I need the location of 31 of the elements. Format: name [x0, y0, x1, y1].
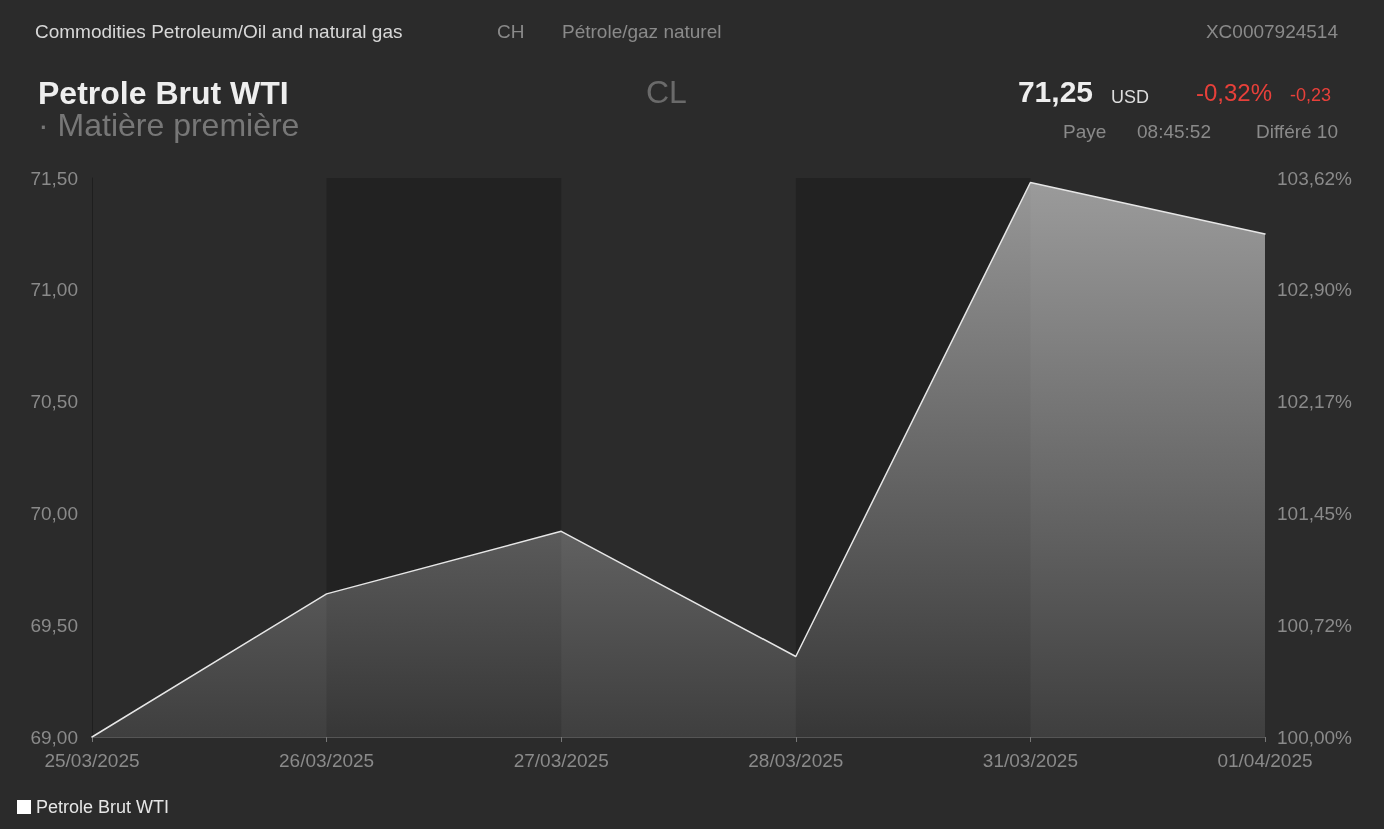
x-tick-label: 28/03/2025	[748, 750, 844, 771]
x-tick-label: 27/03/2025	[513, 750, 609, 771]
text: Pétrole/gaz naturel	[562, 21, 722, 42]
text: Différé 10	[1255, 121, 1338, 142]
y2-tick-label: 102,17%	[1277, 391, 1353, 413]
text: -0,23	[1290, 85, 1332, 105]
y2-tick-label: 102,90%	[1277, 278, 1353, 300]
text: CH	[497, 21, 525, 42]
text: Commodities Petroleum/Oil and natural gas	[35, 21, 403, 42]
x-tick-label: 01/04/2025	[1217, 750, 1313, 771]
text: Paye	[1063, 121, 1107, 142]
x-tick-label: 25/03/2025	[44, 750, 140, 771]
y2-tick-label: 101,45%	[1277, 502, 1353, 524]
legend-label: Petrole Brut WTI	[36, 797, 170, 817]
y-tick-label: 71,50	[30, 167, 78, 189]
y2-tick-label: 100,72%	[1277, 615, 1353, 637]
x-tick-label: 26/03/2025	[279, 750, 375, 771]
text: 08:45:52	[1137, 121, 1211, 142]
text: -0,32%	[1195, 78, 1272, 106]
text: XC0007924514	[1205, 21, 1339, 42]
y2-tick-label: 100,00%	[1277, 726, 1353, 748]
x-tick-label: 31/03/2025	[982, 750, 1078, 771]
y-tick-label: 70,50	[30, 391, 78, 413]
y-tick-label: 69,00	[30, 726, 78, 748]
y-tick-label: 71,00	[30, 279, 78, 301]
text: CL	[646, 74, 687, 110]
y-tick-label: 69,50	[30, 614, 78, 636]
text: USD	[1111, 87, 1150, 107]
y-tick-label: 70,00	[30, 502, 78, 524]
text: 71,25	[1017, 74, 1093, 108]
y2-tick-label: 103,62%	[1277, 167, 1353, 189]
